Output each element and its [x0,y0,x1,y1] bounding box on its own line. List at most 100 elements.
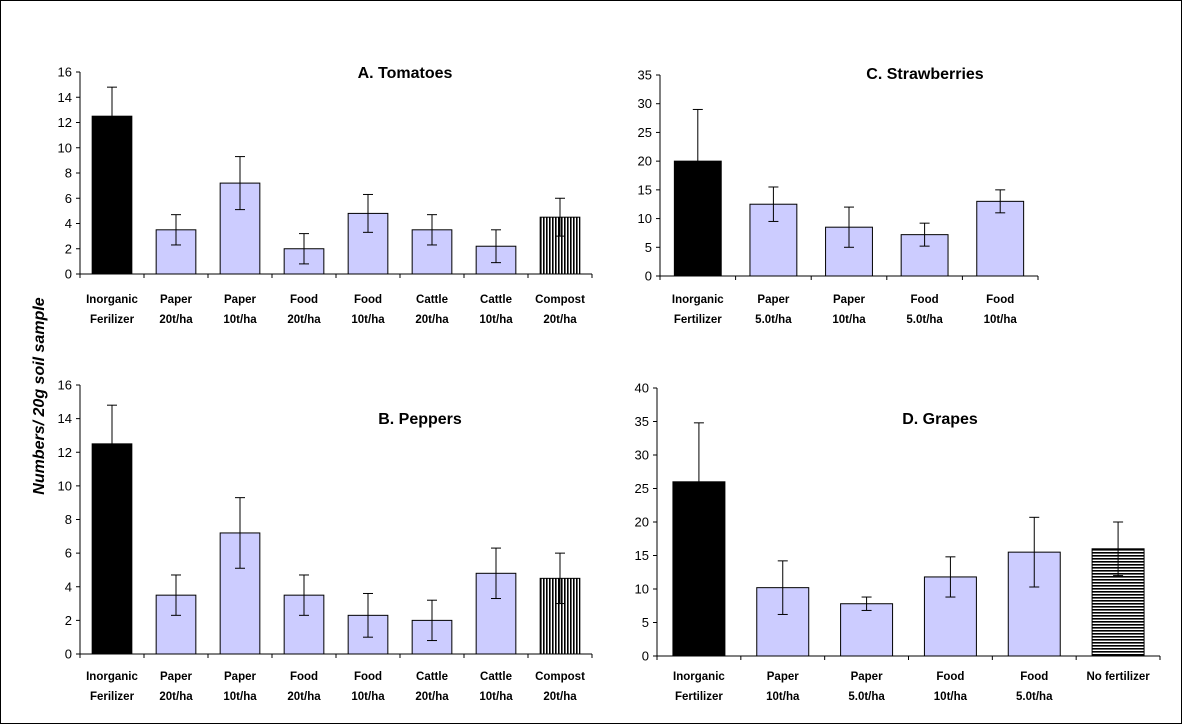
y-tick-label: 15 [638,182,652,197]
error-bar [171,574,181,616]
x-category-label: 10t/ha [984,314,1018,326]
chart-c: C. Strawberries 0 5 10 15 20 25 30 35 Inorganic Fe… [638,66,1039,326]
x-category-label: Cattle [416,671,448,683]
x-category-label: Cattle [480,294,512,306]
y-tick-label: 35 [638,68,652,83]
x-category-label: Food [986,294,1014,306]
y-tick-label: 0 [65,267,72,282]
y-tick-label: 8 [65,166,72,181]
error-bar [692,108,703,214]
charts-group: A. Tomatoes 0 2 4 6 8 10 12 14 16 Inorganic Feriliz… [58,65,1161,703]
bar [840,603,894,657]
x-category-label: 20t/ha [415,691,449,703]
x-category-label: Inorganic [672,294,724,306]
x-category-label: 5.0t/ha [755,314,792,326]
x-category-label: 10t/ha [351,314,385,326]
chart-a: A. Tomatoes 0 2 4 6 8 10 12 14 16 Inorganic Feriliz… [58,65,593,326]
x-category-label: 20t/ha [543,314,577,326]
x-category-label: 10t/ha [351,691,385,703]
y-tick-label: 30 [635,448,649,463]
y-tick-label: 20 [635,515,649,530]
x-category-label: Inorganic [673,671,725,683]
y-tick-label: 35 [635,414,649,429]
x-category-label: Paper [767,671,799,683]
x-category-label: Paper [224,294,256,306]
x-category-label: 20t/ha [159,314,193,326]
x-category-label: 20t/ha [543,691,577,703]
y-tick-label: 40 [635,381,649,396]
x-category-label: 20t/ha [287,691,321,703]
x-category-label: Food [936,671,964,683]
error-bar [555,197,565,237]
x-category-label: 10t/ha [479,691,513,703]
bar [155,594,197,655]
y-tick-label: 5 [642,615,649,630]
bar [923,576,977,657]
x-category-label: Compost [535,671,585,683]
y-tick-label: 10 [58,140,72,155]
x-category-label: Paper [833,294,865,306]
x-category-label: 10t/ha [934,691,968,703]
y-tick-label: 2 [65,613,72,628]
x-category-label: Paper [851,671,883,683]
x-category-label: Food [290,294,318,306]
y-tick-label: 4 [65,579,72,594]
x-category-label: Inorganic [86,671,138,683]
y-tick-label: 0 [645,269,652,284]
x-category-label: 10t/ha [832,314,866,326]
error-bar [861,596,872,611]
x-category-label: Food [354,294,382,306]
x-category-label: 10t/ha [766,691,800,703]
x-category-label: Paper [757,294,789,306]
y-tick-label: 0 [642,649,649,664]
error-bar [768,186,779,222]
x-category-label: 20t/ha [287,314,321,326]
y-tick-label: 14 [58,411,72,426]
x-category-label: Fertilizer [675,691,723,703]
error-bar [919,222,930,247]
y-tick-label: 5 [645,240,652,255]
x-category-label: 20t/ha [415,314,449,326]
x-category-label: Food [354,671,382,683]
x-category-label: Cattle [480,671,512,683]
y-tick-label: 8 [65,512,72,527]
y-tick-label: 14 [58,90,72,105]
error-bar [171,214,181,246]
y-tick-label: 4 [65,216,72,231]
error-bar [491,547,501,600]
y-tick-label: 30 [638,96,652,111]
y-tick-label: 10 [58,478,72,493]
x-category-label: Ferilizer [90,691,135,703]
error-bar [995,189,1006,214]
y-tick-label: 10 [635,582,649,597]
error-bar [693,422,704,542]
x-category-label: Fertilizer [674,314,722,326]
error-bar [299,574,309,616]
x-category-label: 20t/ha [159,691,193,703]
y-tick-label: 16 [58,378,72,393]
y-tick-label: 2 [65,241,72,256]
y-tick-label: 0 [65,647,72,662]
error-bar [235,156,245,211]
y-tick-label: 12 [58,445,72,460]
chart-d: D. Grapes 0 5 10 15 20 25 30 35 40 Inorganic Fertil… [635,381,1161,703]
x-category-label: 5.0t/ha [848,691,885,703]
error-bar [107,86,117,146]
y-tick-label: 20 [638,154,652,169]
y-tick-label: 15 [635,548,649,563]
figure-y-axis-label: Numbers/ 20g soil sample [31,297,48,495]
chart-b: B. Peppers 0 2 4 6 8 10 12 14 16 Inorganic Ferilize… [58,378,593,703]
error-bar [235,497,245,569]
x-category-label: No fertilizer [1086,671,1150,683]
x-category-label: Paper [160,671,192,683]
x-category-label: Food [1020,671,1048,683]
x-category-label: Cattle [416,294,448,306]
y-tick-label: 25 [635,481,649,496]
x-category-label: Ferilizer [90,314,135,326]
chart-title: D. Grapes [902,411,978,428]
y-tick-label: 10 [638,211,652,226]
error-bar [363,592,373,638]
error-bar [555,552,565,605]
